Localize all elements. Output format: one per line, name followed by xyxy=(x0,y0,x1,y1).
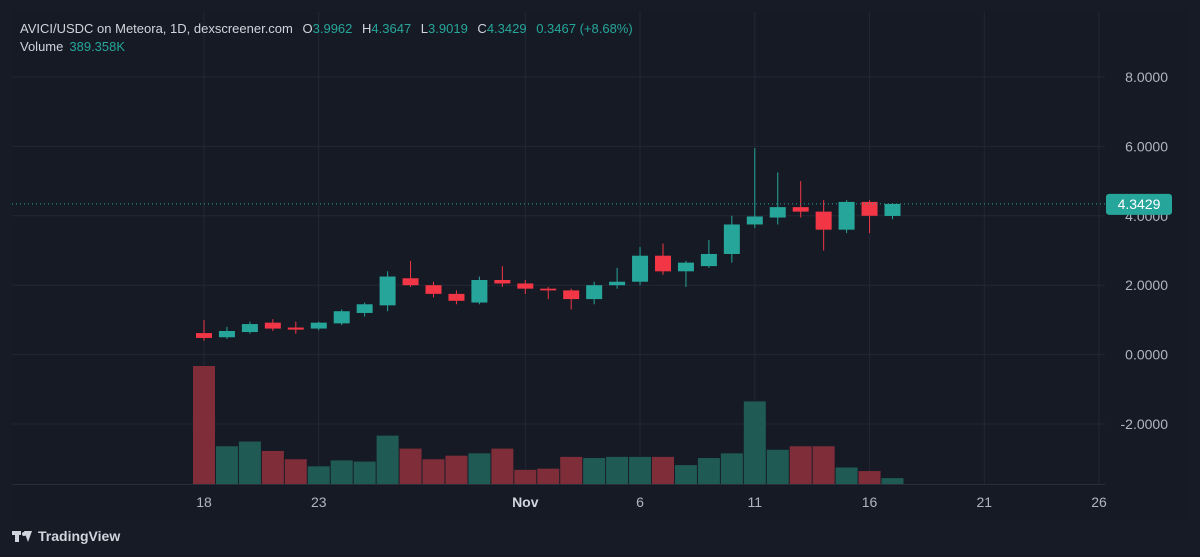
volume-bar xyxy=(284,459,307,484)
low-label: L xyxy=(420,21,429,36)
time-tick-label: 23 xyxy=(311,494,327,510)
candle-body xyxy=(241,324,258,333)
volume-bar xyxy=(766,449,789,484)
candle-body xyxy=(333,311,350,324)
volume-bar xyxy=(445,455,468,484)
time-tick-label: 6 xyxy=(636,494,644,510)
volume-bar xyxy=(560,456,583,484)
candle-body xyxy=(723,224,740,254)
candle-body xyxy=(517,283,534,289)
close-label: C xyxy=(477,21,487,36)
last-price-label: 4.3429 xyxy=(1118,196,1161,212)
volume-legend: Volume 389.358K xyxy=(20,38,125,56)
brand-name: TradingView xyxy=(38,528,121,544)
price-tick-label: 0.0000 xyxy=(1125,347,1168,363)
low-value: 3.9019 xyxy=(428,21,468,36)
volume-value: 389.358K xyxy=(69,39,126,54)
volume-bar xyxy=(422,459,445,484)
volume-bar xyxy=(468,453,491,484)
volume-bar xyxy=(307,466,330,484)
candle-body xyxy=(700,253,717,267)
volume-bar xyxy=(193,366,215,484)
volume-bar xyxy=(376,435,399,484)
volume-bar xyxy=(399,448,422,484)
volume-bar xyxy=(835,467,858,484)
price-tick-label: 2.0000 xyxy=(1125,277,1168,293)
high-label: H xyxy=(362,21,372,36)
candle-body xyxy=(609,281,626,286)
volume-bar xyxy=(881,478,904,484)
volume-bar xyxy=(606,456,629,484)
price-tick-label: 6.0000 xyxy=(1125,138,1168,154)
candle-body xyxy=(884,203,901,216)
close-value: 4.3429 xyxy=(486,21,527,36)
candle-body xyxy=(792,207,809,212)
candle-body xyxy=(632,255,649,282)
candle-body xyxy=(563,290,580,300)
time-tick-label: 26 xyxy=(1091,494,1107,510)
volume-bar xyxy=(720,453,743,484)
candle-body xyxy=(655,255,671,272)
candle-body xyxy=(196,333,212,338)
candle-body xyxy=(471,279,488,303)
volume-bar xyxy=(812,446,835,484)
open-value: 3.9962 xyxy=(312,21,353,36)
price-tick-label: 8.0000 xyxy=(1125,69,1168,85)
volume-bar xyxy=(330,460,353,484)
volume-bar xyxy=(583,458,606,484)
volume-bar xyxy=(858,471,881,484)
candle-body xyxy=(218,331,235,338)
tradingview-logo-icon xyxy=(12,529,32,543)
last-price-badge xyxy=(1106,193,1172,215)
volume-bar xyxy=(514,469,537,484)
price-tick-label: -2.0000 xyxy=(1121,416,1169,432)
candle-body xyxy=(540,288,557,291)
change-value: 0.3467 (+8.68%) xyxy=(536,21,633,36)
volume-bar xyxy=(743,401,766,484)
volume-bar xyxy=(537,468,560,484)
time-tick-label: 18 xyxy=(196,494,212,510)
volume-bar xyxy=(674,465,697,484)
volume-label: Volume xyxy=(20,39,64,54)
volume-bar xyxy=(652,456,674,484)
volume-bar xyxy=(238,441,261,484)
candle-body xyxy=(838,201,855,230)
time-tick-label: 16 xyxy=(862,494,878,510)
candle-body xyxy=(402,278,419,286)
candle-body xyxy=(861,201,878,216)
time-tick-label: 21 xyxy=(977,494,993,510)
volume-bar xyxy=(261,450,284,484)
candle-body xyxy=(494,279,511,284)
open-label: O xyxy=(302,21,313,36)
candle-body xyxy=(746,216,763,225)
candle-body xyxy=(425,285,442,294)
tradingview-brand[interactable]: TradingView xyxy=(12,528,120,544)
candle-body xyxy=(586,285,603,300)
ohlc-legend: AVICI/USDC on Meteora, 1D, dexscreener.c… xyxy=(20,20,633,38)
volume-bar xyxy=(353,461,376,484)
volume-bar xyxy=(491,448,514,484)
candle-body xyxy=(310,322,327,329)
volume-bar xyxy=(629,456,652,484)
candle-body xyxy=(448,293,465,301)
high-value: 4.3647 xyxy=(371,21,412,36)
candle-body xyxy=(264,322,281,329)
volume-bar xyxy=(697,458,720,484)
candle-body xyxy=(379,276,396,306)
candle-body xyxy=(356,304,373,313)
candle-body xyxy=(677,262,694,272)
candle-body xyxy=(769,207,786,218)
candle-body xyxy=(287,327,304,330)
candle-body xyxy=(815,211,832,230)
volume-bar xyxy=(215,446,238,484)
volume-bar xyxy=(789,446,812,484)
symbol-title: AVICI/USDC on Meteora, 1D, dexscreener.c… xyxy=(20,21,293,36)
time-tick-label: 11 xyxy=(748,494,763,510)
time-tick-label: Nov xyxy=(512,494,539,510)
